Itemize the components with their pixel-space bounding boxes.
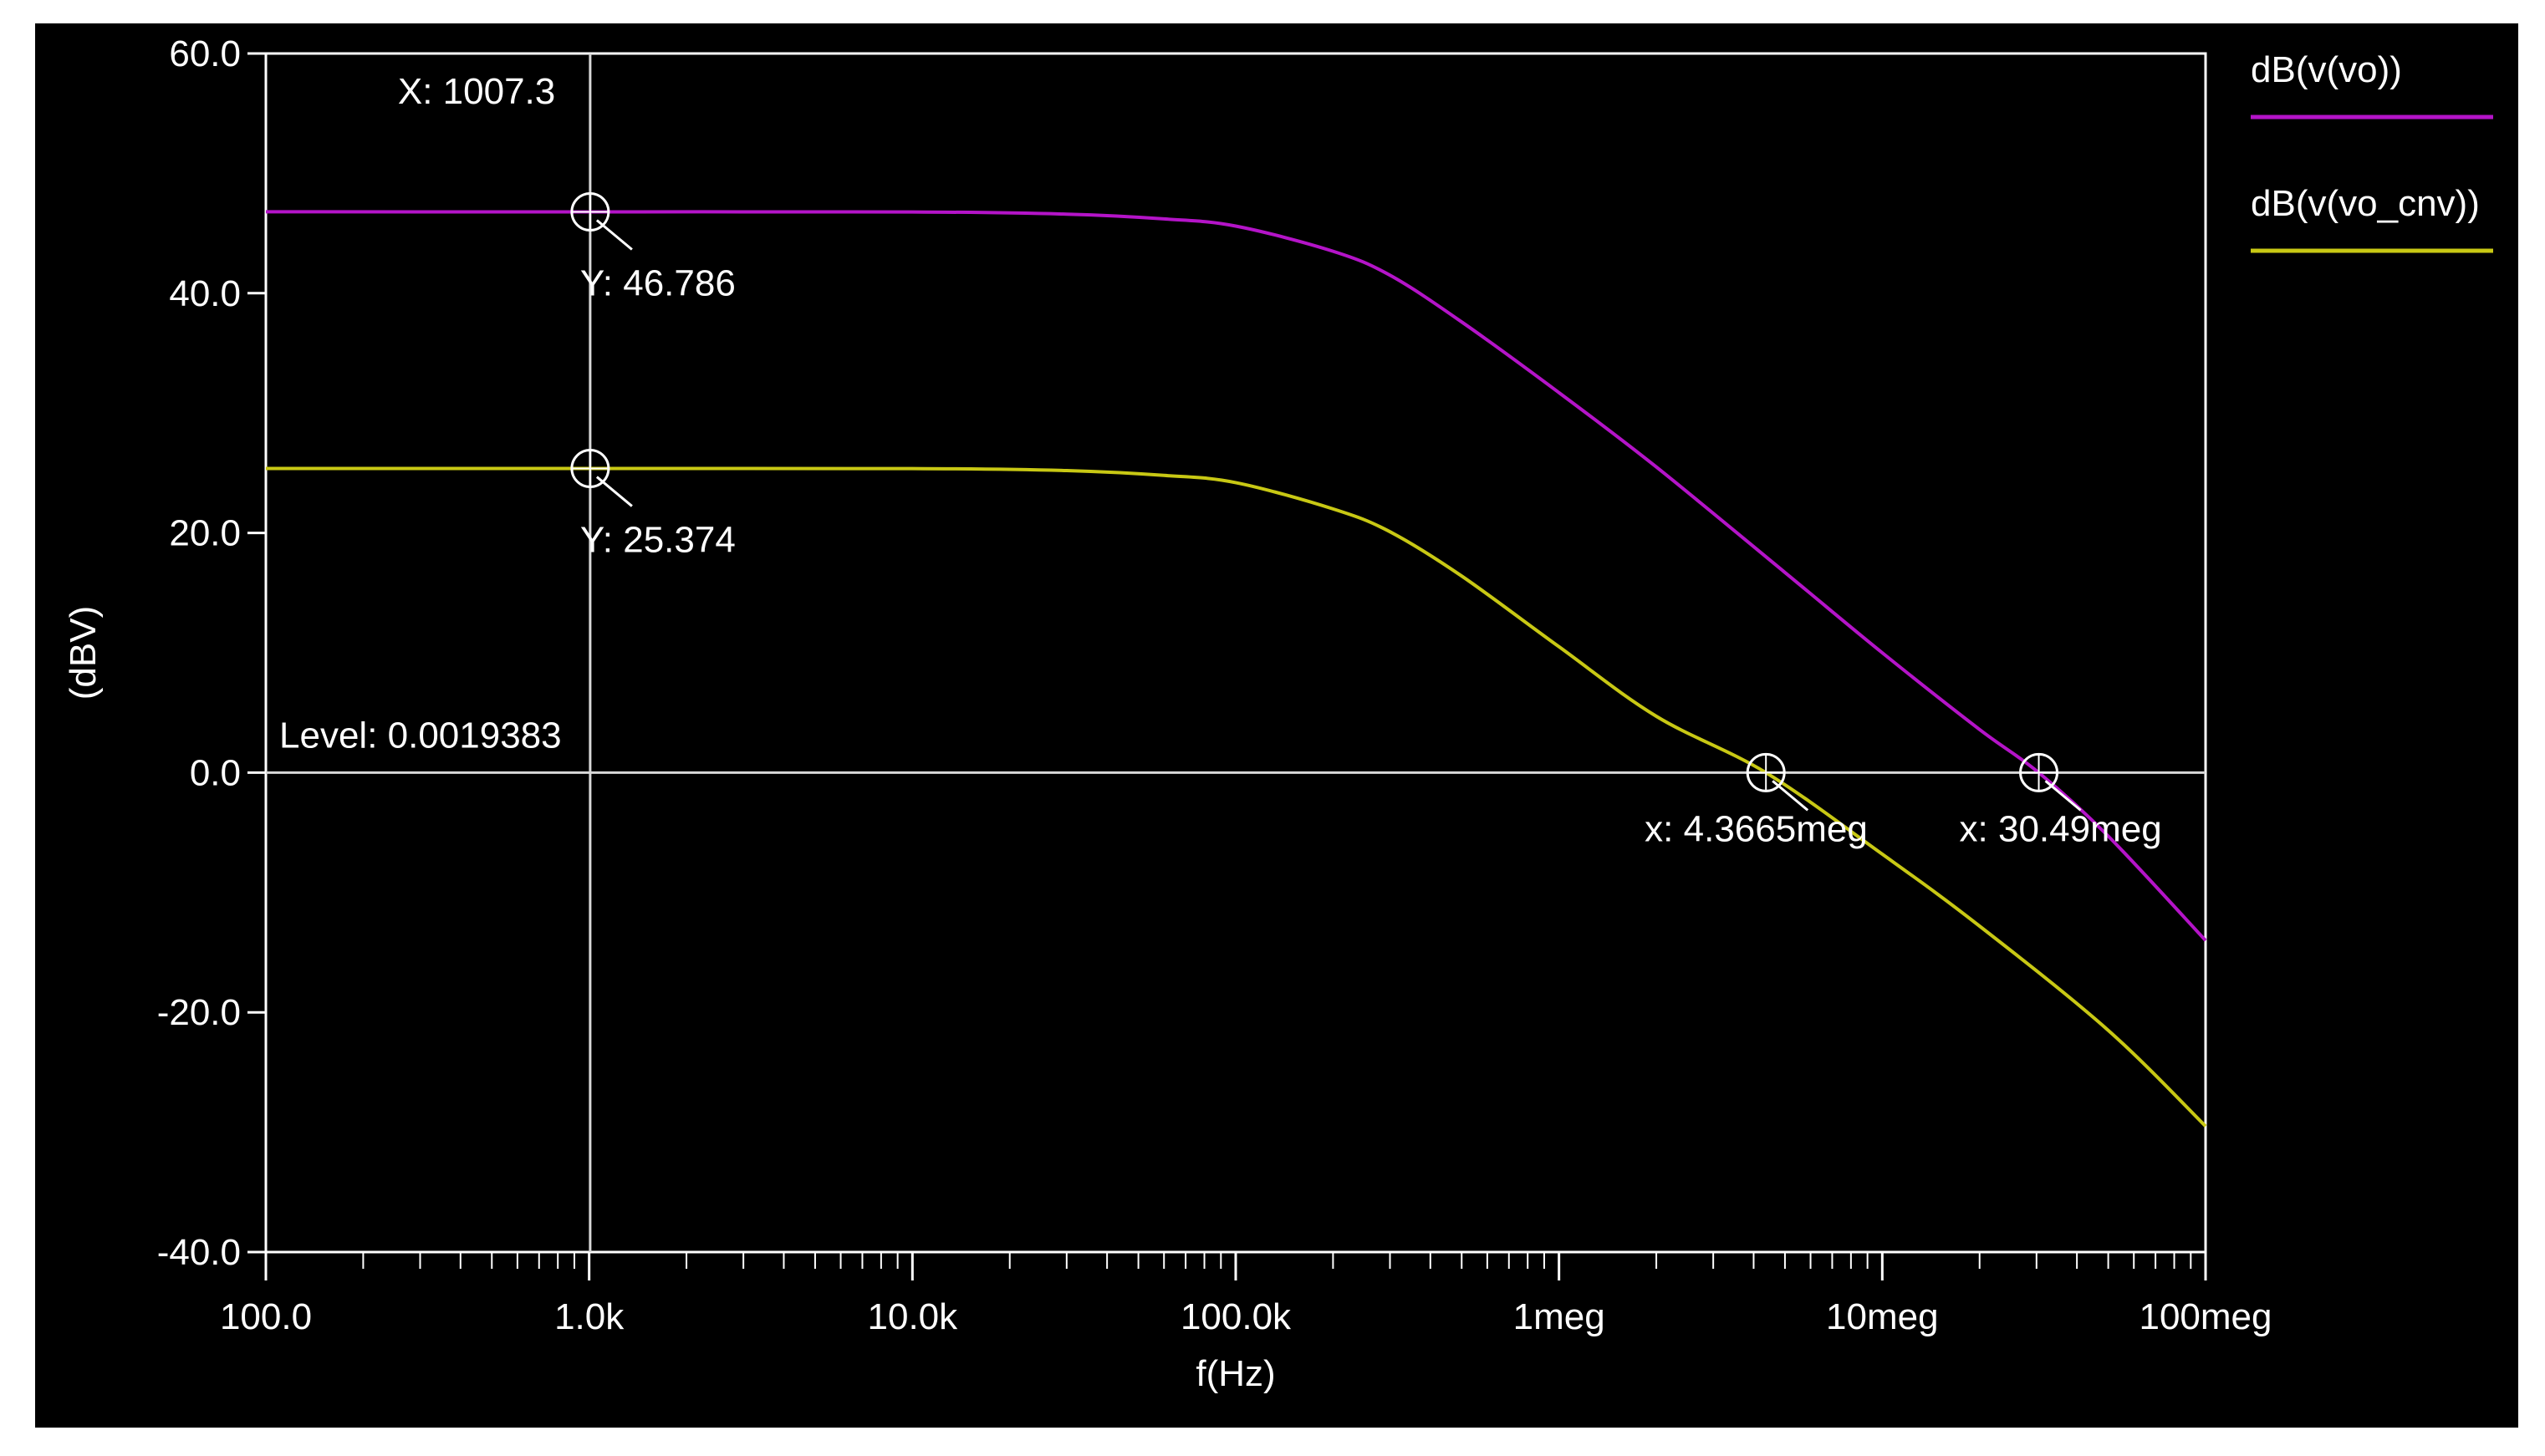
x-tick-label: 10.0k	[868, 1296, 959, 1337]
x-tick-label: 10meg	[1826, 1296, 1939, 1337]
x-tick-label: 1.0k	[554, 1296, 625, 1337]
plot-window: 60.0 40.0 20.0 0.0 -20.0 -40.0 100.0 1.0k 10.0k 1…	[35, 23, 2518, 1428]
cursor-level-readout: Level: 0.0019383	[279, 715, 562, 756]
x-axis-title: f(Hz)	[1196, 1353, 1275, 1394]
cursor-marker-pointer	[595, 219, 633, 251]
cursor-marker-label: x: 4.3665meg	[1645, 808, 1868, 849]
y-tick-label: 0.0	[190, 752, 241, 793]
plot-frame	[264, 52, 2207, 1254]
legend-label: dB(v(vo))	[2251, 49, 2402, 90]
x-tick-label: 1meg	[1513, 1296, 1605, 1337]
cursor-marker-label: x: 30.49meg	[1960, 808, 2162, 849]
cursor-marker-pointer	[1772, 780, 1809, 812]
y-tick-label: 20.0	[169, 513, 241, 554]
y-tick-label: 60.0	[169, 33, 241, 74]
x-tick-label: 100.0	[220, 1296, 312, 1337]
series-line-vo	[265, 210, 2207, 942]
x-tick-label: 100meg	[2139, 1296, 2272, 1337]
y-tick-label: -40.0	[157, 1232, 241, 1273]
x-tick-label: 100.0k	[1181, 1296, 1292, 1337]
cursor-marker-label: Y: 46.786	[580, 262, 736, 303]
cursor-marker-label: Y: 25.374	[580, 520, 736, 561]
bode-magnitude-chart[interactable]: 60.0 40.0 20.0 0.0 -20.0 -40.0 100.0 1.0k 10.0k 1…	[35, 23, 2518, 1428]
y-tick-label: -20.0	[157, 992, 241, 1033]
cursor-marker-pointer	[595, 476, 633, 507]
cursor-marker-pointer	[2044, 780, 2082, 812]
cursor-x-readout: X: 1007.3	[398, 71, 555, 112]
y-axis-title: (dBV)	[63, 606, 104, 700]
series-line-vo-cnv	[266, 466, 2207, 1128]
y-tick-label: 40.0	[169, 273, 241, 314]
legend-label: dB(v(vo_cnv))	[2251, 183, 2480, 224]
